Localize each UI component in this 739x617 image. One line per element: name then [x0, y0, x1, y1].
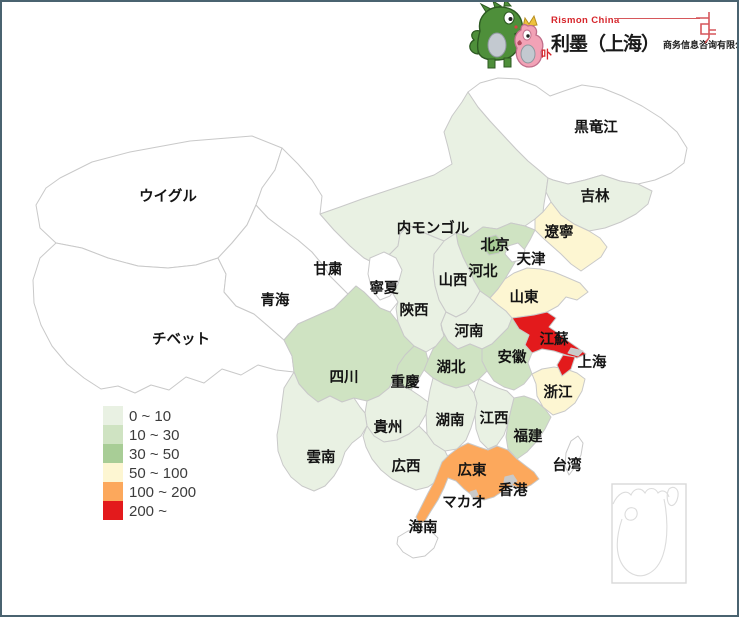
label-henan: 河南 [455, 322, 484, 340]
label-sichuan: 四川 [330, 370, 359, 386]
label-gansu: 甘粛 [314, 260, 343, 278]
legend: 0 ~ 10 10 ~ 30 30 ~ 50 50 ~ 100 100 ~ 20… [103, 406, 196, 520]
province-taiwan [564, 435, 584, 476]
legend-label-5: 200 ~ [129, 503, 167, 520]
region-macao [469, 489, 479, 498]
label-hainan: 海南 [409, 518, 438, 536]
legend-swatch-5 [103, 501, 123, 520]
province-xizang [32, 242, 295, 394]
label-fujian: 福建 [513, 427, 543, 445]
label-zhejiang: 浙江 [544, 383, 573, 401]
province-beijing [482, 234, 504, 256]
province-hainan [396, 527, 439, 559]
inset-taiwan-island [666, 486, 679, 507]
label-guangdong: 広東 [458, 461, 487, 479]
label-shandong: 山東 [510, 288, 539, 306]
label-hebei: 河北 [469, 262, 498, 280]
province-ningxia [367, 251, 403, 301]
label-shanghai: 上海 [578, 353, 607, 371]
label-hunan: 湖南 [436, 411, 465, 429]
label-jiangxi: 江西 [480, 409, 509, 427]
legend-label-0: 0 ~ 10 [129, 408, 171, 425]
brand-top-row: Rismon China [551, 10, 716, 44]
company-name: 利墨（上海） [551, 34, 660, 55]
legend-label-2: 30 ~ 50 [129, 446, 179, 463]
province-fujian [505, 395, 552, 460]
label-xinjiang: ウイグル [139, 187, 197, 205]
province-guangdong [415, 442, 540, 525]
dinosaur-mascot [469, 2, 544, 69]
inset-hainan-island [624, 507, 638, 521]
inset-box [611, 483, 687, 584]
green-dino-icon [469, 2, 523, 69]
label-beijing: 北京 [481, 236, 510, 254]
inset-nine-dash-line [616, 498, 668, 577]
label-ningxia: 寧夏 [370, 279, 399, 297]
label-chongqing: 重慶 [391, 373, 420, 391]
red-seal-mark: 卟 [541, 49, 552, 61]
province-tianjin [504, 242, 526, 263]
label-jilin: 吉林 [581, 187, 610, 205]
inset-coastline [612, 487, 670, 505]
label-xizang: チベット [152, 331, 210, 348]
island-chongming [567, 347, 584, 357]
legend-swatch-1 [103, 425, 123, 444]
legend-swatch-3 [103, 463, 123, 482]
brand-small-text: Rismon China [551, 15, 620, 26]
label-taiwan: 台湾 [553, 456, 582, 474]
province-zhejiang [531, 366, 586, 416]
chinese-knot-icon [696, 12, 716, 44]
label-yunnan: 雲南 [307, 448, 336, 466]
legend-label-1: 10 ~ 30 [129, 427, 179, 444]
legend-swatch-4 [103, 482, 123, 501]
label-liaoning: 遼寧 [545, 223, 574, 241]
province-yunnan [276, 371, 368, 492]
label-jiangsu: 江蘇 [540, 330, 569, 348]
province-shanghai [556, 354, 576, 377]
label-hongkong: 香港 [499, 481, 528, 499]
label-neimenggu: 内モンゴル [397, 219, 470, 237]
brand-divider-line [614, 18, 700, 19]
label-macao: マカオ [442, 494, 486, 511]
label-hubei: 湖北 [437, 359, 466, 376]
region-hongkong [503, 474, 518, 486]
brand-main-row: 利墨（上海） 商务信息咨询有限公司 [551, 29, 739, 56]
brand-block: Rismon China 利墨（上海） 商务信息咨询有限公司 [551, 10, 739, 56]
label-tianjin: 天津 [517, 250, 546, 268]
label-guangxi: 広西 [392, 457, 421, 475]
label-heilongjiang: 黒竜江 [574, 118, 618, 136]
province-anhui [481, 317, 533, 391]
province-liaoning [534, 201, 608, 272]
legend-label-4: 100 ~ 200 [129, 484, 196, 501]
legend-swatch-2 [103, 444, 123, 463]
label-anhui: 安徽 [498, 348, 527, 366]
label-shaanxi: 陝西 [400, 302, 429, 319]
pink-dino-icon [514, 14, 544, 68]
label-shanxi: 山西 [439, 272, 468, 289]
legend-label-3: 50 ~ 100 [129, 465, 188, 482]
label-qinghai: 青海 [261, 291, 290, 309]
company-name-suffix: 商务信息咨询有限公司 [663, 40, 739, 50]
south-china-sea-inset [611, 483, 687, 584]
province-heilongjiang [467, 77, 688, 185]
legend-swatch-0 [103, 406, 123, 425]
label-guizhou: 貴州 [374, 418, 403, 436]
